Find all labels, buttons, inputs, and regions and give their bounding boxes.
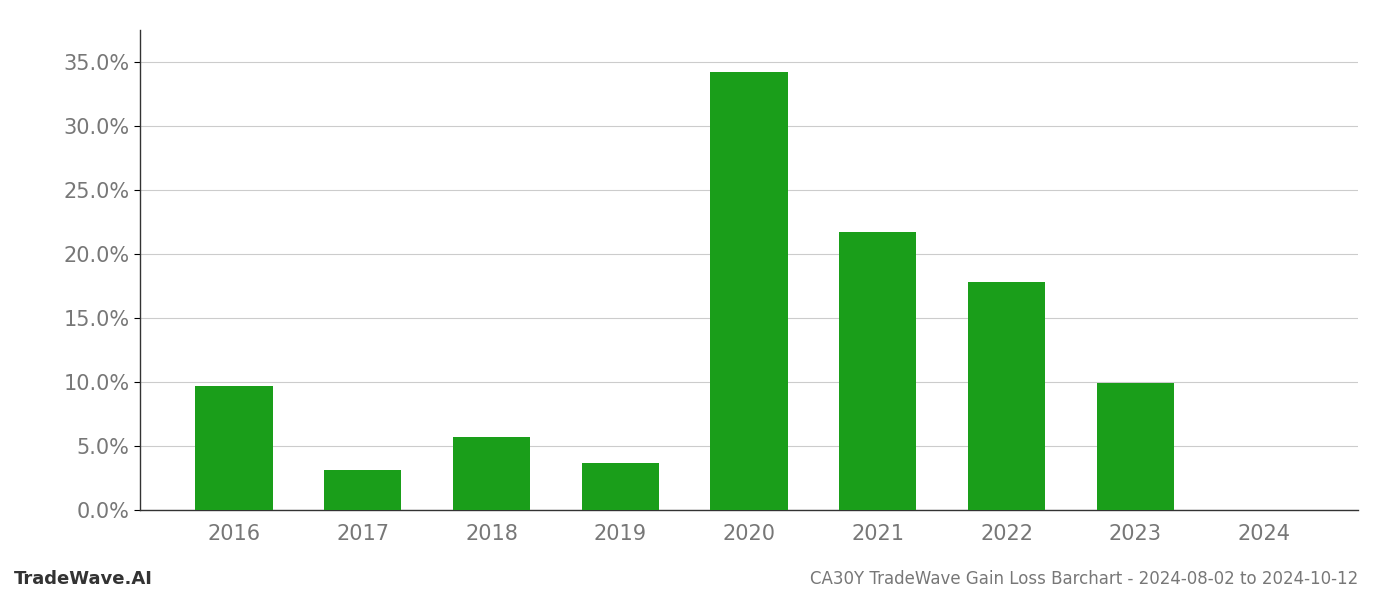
Text: TradeWave.AI: TradeWave.AI <box>14 570 153 588</box>
Bar <box>710 72 788 510</box>
Bar <box>1096 383 1173 510</box>
Bar <box>452 437 531 510</box>
Bar <box>196 386 273 510</box>
Bar <box>839 232 917 510</box>
Bar <box>325 470 402 510</box>
Bar <box>967 282 1046 510</box>
Text: CA30Y TradeWave Gain Loss Barchart - 2024-08-02 to 2024-10-12: CA30Y TradeWave Gain Loss Barchart - 202… <box>809 570 1358 588</box>
Bar <box>581 463 659 510</box>
